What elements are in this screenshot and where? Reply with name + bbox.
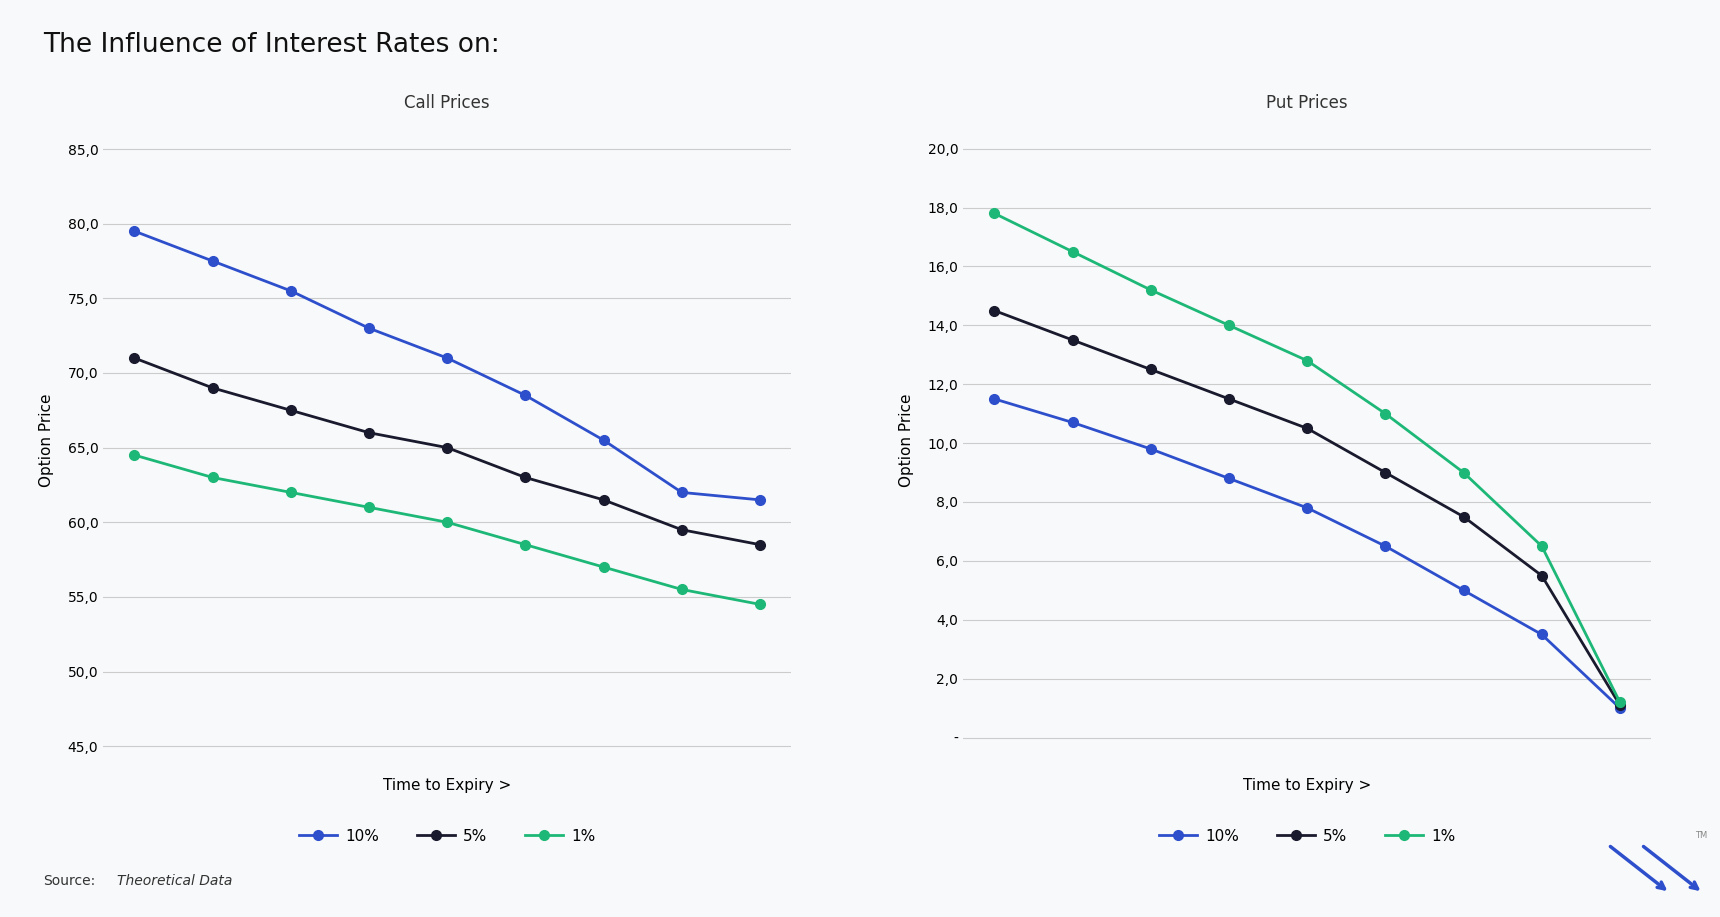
X-axis label: Time to Expiry >: Time to Expiry > xyxy=(384,778,511,793)
Legend: 10%, 5%, 1%: 10%, 5%, 1% xyxy=(1152,823,1462,850)
Text: The Influence of Interest Rates on:: The Influence of Interest Rates on: xyxy=(43,32,501,58)
FancyArrowPatch shape xyxy=(1644,846,1698,889)
Y-axis label: Option Price: Option Price xyxy=(40,393,53,487)
Title: Call Prices: Call Prices xyxy=(404,94,490,112)
X-axis label: Time to Expiry >: Time to Expiry > xyxy=(1244,778,1371,793)
Title: Put Prices: Put Prices xyxy=(1266,94,1348,112)
Text: Theoretical Data: Theoretical Data xyxy=(117,874,232,888)
Text: TM: TM xyxy=(1696,831,1708,840)
FancyArrowPatch shape xyxy=(1610,846,1665,889)
Y-axis label: Option Price: Option Price xyxy=(898,393,913,487)
Text: Source:: Source: xyxy=(43,874,95,888)
Legend: 10%, 5%, 1%: 10%, 5%, 1% xyxy=(292,823,602,850)
